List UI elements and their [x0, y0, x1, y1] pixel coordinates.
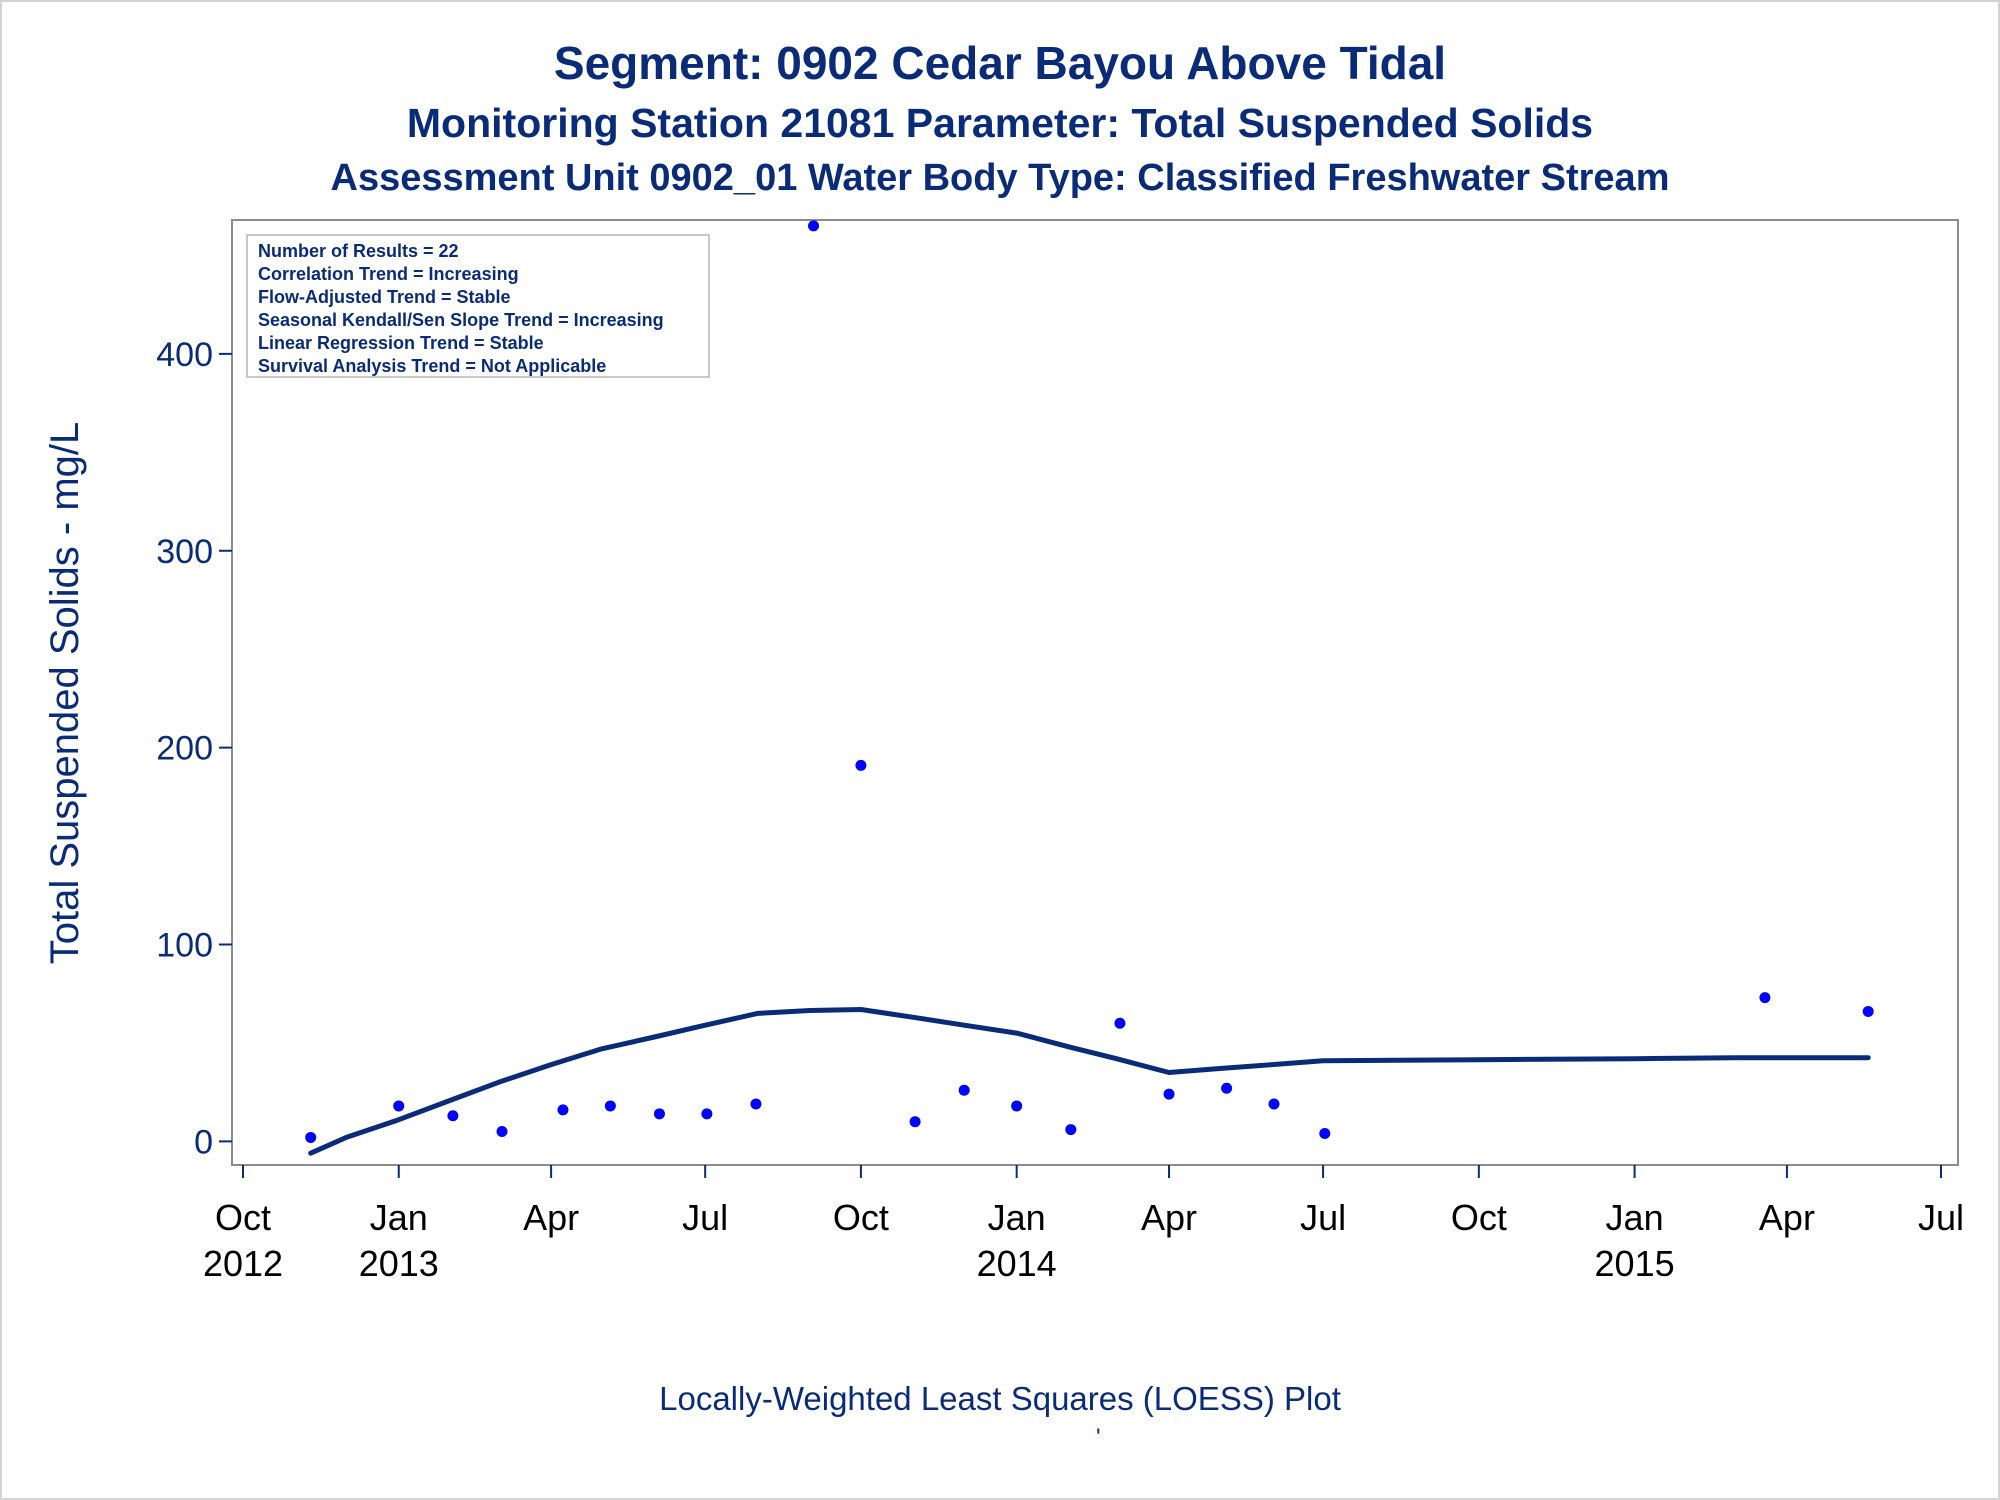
stats-box — [246, 234, 710, 378]
data-point — [1011, 1100, 1023, 1112]
stats-line: Survival Analysis Trend = Not Applicable — [258, 356, 606, 376]
data-point — [447, 1110, 459, 1122]
y-tick-label: 100 — [156, 927, 213, 965]
loess-line — [308, 1007, 1871, 1156]
chart-footnote: Locally-Weighted Least Squares (LOESS) P… — [659, 1380, 1341, 1417]
chart-subtitle-station: Monitoring Station 21081 Parameter: Tota… — [406, 100, 1594, 146]
data-point — [1114, 1017, 1126, 1029]
data-point — [855, 759, 867, 771]
stats-line: Number of Results = 22 — [258, 241, 459, 261]
x-tick-year-label: 2012 — [203, 1243, 283, 1284]
data-point — [1862, 1005, 1874, 1017]
x-tick-label: Oct — [1451, 1197, 1507, 1238]
x-tick-label: Oct — [833, 1197, 889, 1238]
stats-line: Seasonal Kendall/Sen Slope Trend = Incre… — [258, 310, 664, 330]
data-point — [653, 1108, 665, 1120]
data-point — [909, 1116, 921, 1128]
data-point — [1065, 1124, 1077, 1136]
y-axis-label: Total Suspended Solids - mg/L — [43, 422, 87, 965]
data-point — [1163, 1088, 1175, 1100]
x-tick-label: Oct — [215, 1197, 271, 1238]
chart-subtitle-assessment: Assessment Unit 0902_01 Water Body Type:… — [330, 157, 1670, 199]
x-tick-label: Apr — [1759, 1197, 1815, 1238]
x-tick-label: Apr — [1141, 1197, 1197, 1238]
data-point — [604, 1100, 616, 1112]
stats-line: Flow-Adjusted Trend = Stable — [258, 287, 511, 307]
plot-area-border — [231, 219, 1959, 1166]
data-point — [701, 1108, 713, 1120]
data-point — [305, 1131, 317, 1143]
stats-line: Correlation Trend = Increasing — [258, 264, 519, 284]
data-point — [496, 1126, 508, 1138]
x-tick-label: Jan — [988, 1197, 1046, 1238]
data-point — [1759, 992, 1771, 1004]
x-tick-label: Jul — [1918, 1197, 1964, 1238]
y-tick-label: 300 — [156, 533, 213, 571]
y-tick-label: 0 — [194, 1123, 213, 1161]
y-tick-label: 400 — [156, 336, 213, 374]
x-tick-year-label: 2014 — [977, 1243, 1057, 1284]
x-tick-label: Jan — [1606, 1197, 1664, 1238]
data-point — [557, 1104, 569, 1116]
data-point — [1319, 1128, 1331, 1139]
x-tick-label: Jul — [682, 1197, 728, 1238]
x-tick-year-label: 2013 — [359, 1243, 439, 1284]
stats-line: Linear Regression Trend = Stable — [258, 333, 544, 353]
data-point — [750, 1098, 762, 1110]
x-tick-label: Jan — [370, 1197, 428, 1238]
x-tick-label: Jul — [1300, 1197, 1346, 1238]
data-point — [1221, 1082, 1233, 1094]
data-point — [958, 1084, 970, 1096]
footnote-mark: ' — [1096, 1424, 1101, 1451]
data-point — [393, 1100, 405, 1112]
data-point — [808, 220, 820, 232]
y-tick-label: 200 — [156, 730, 213, 768]
data-point — [1268, 1098, 1280, 1110]
chart-title: Segment: 0902 Cedar Bayou Above Tidal — [553, 37, 1447, 89]
x-tick-year-label: 2015 — [1595, 1243, 1675, 1284]
x-tick-label: Apr — [523, 1197, 579, 1238]
